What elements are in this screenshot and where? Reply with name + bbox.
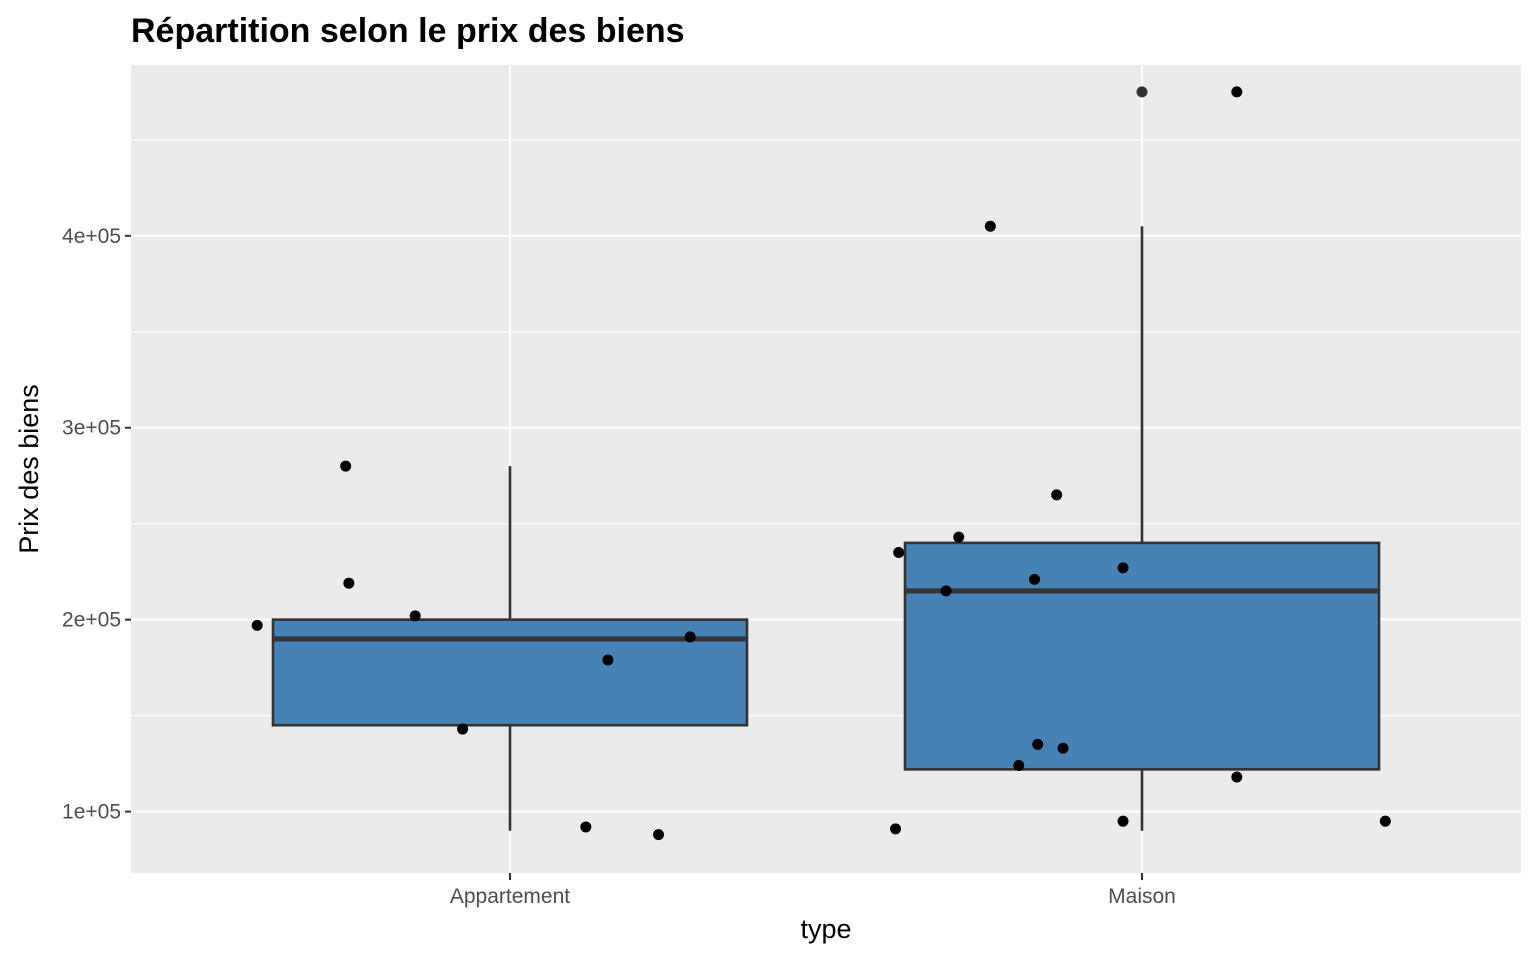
y-axis: 1e+05 2e+05 3e+05 4e+05 — [62, 225, 131, 824]
data-point — [409, 610, 421, 622]
data-point — [1029, 573, 1041, 585]
data-point — [1032, 738, 1044, 750]
data-point — [251, 619, 263, 631]
data-point — [890, 823, 902, 835]
data-point — [340, 460, 352, 472]
x-tick-label: Appartement — [450, 885, 570, 908]
box-iqr — [271, 618, 749, 727]
data-point — [893, 546, 905, 558]
data-point — [457, 723, 469, 735]
outlier-point — [1136, 86, 1148, 98]
data-point — [653, 829, 665, 841]
x-axis: Appartement Maison — [450, 873, 1176, 908]
x-tick-label: Maison — [1108, 885, 1176, 908]
y-tick-label: 4e+05 — [62, 225, 121, 248]
data-point — [1117, 815, 1129, 827]
x-axis-title: type — [800, 914, 851, 944]
data-points — [251, 86, 1391, 841]
data-point — [1013, 760, 1025, 772]
y-tick-label: 3e+05 — [62, 417, 121, 440]
chart-title: Répartition selon le prix des biens — [131, 12, 685, 50]
data-point — [953, 531, 965, 543]
data-point — [1231, 771, 1243, 783]
y-tick-label: 1e+05 — [62, 801, 121, 824]
data-point — [940, 585, 952, 597]
data-point — [1231, 86, 1243, 98]
data-point — [602, 654, 614, 666]
y-tick-label: 2e+05 — [62, 609, 121, 632]
data-point — [343, 577, 355, 589]
data-point — [1117, 562, 1129, 574]
boxplots — [271, 86, 1381, 831]
data-point — [1057, 742, 1069, 754]
y-axis-title: Prix des biens — [14, 384, 44, 554]
data-point — [684, 631, 696, 643]
box-iqr — [903, 541, 1381, 771]
data-point — [1379, 815, 1391, 827]
data-point — [580, 821, 592, 833]
data-point — [984, 220, 996, 232]
data-point — [1051, 489, 1063, 501]
